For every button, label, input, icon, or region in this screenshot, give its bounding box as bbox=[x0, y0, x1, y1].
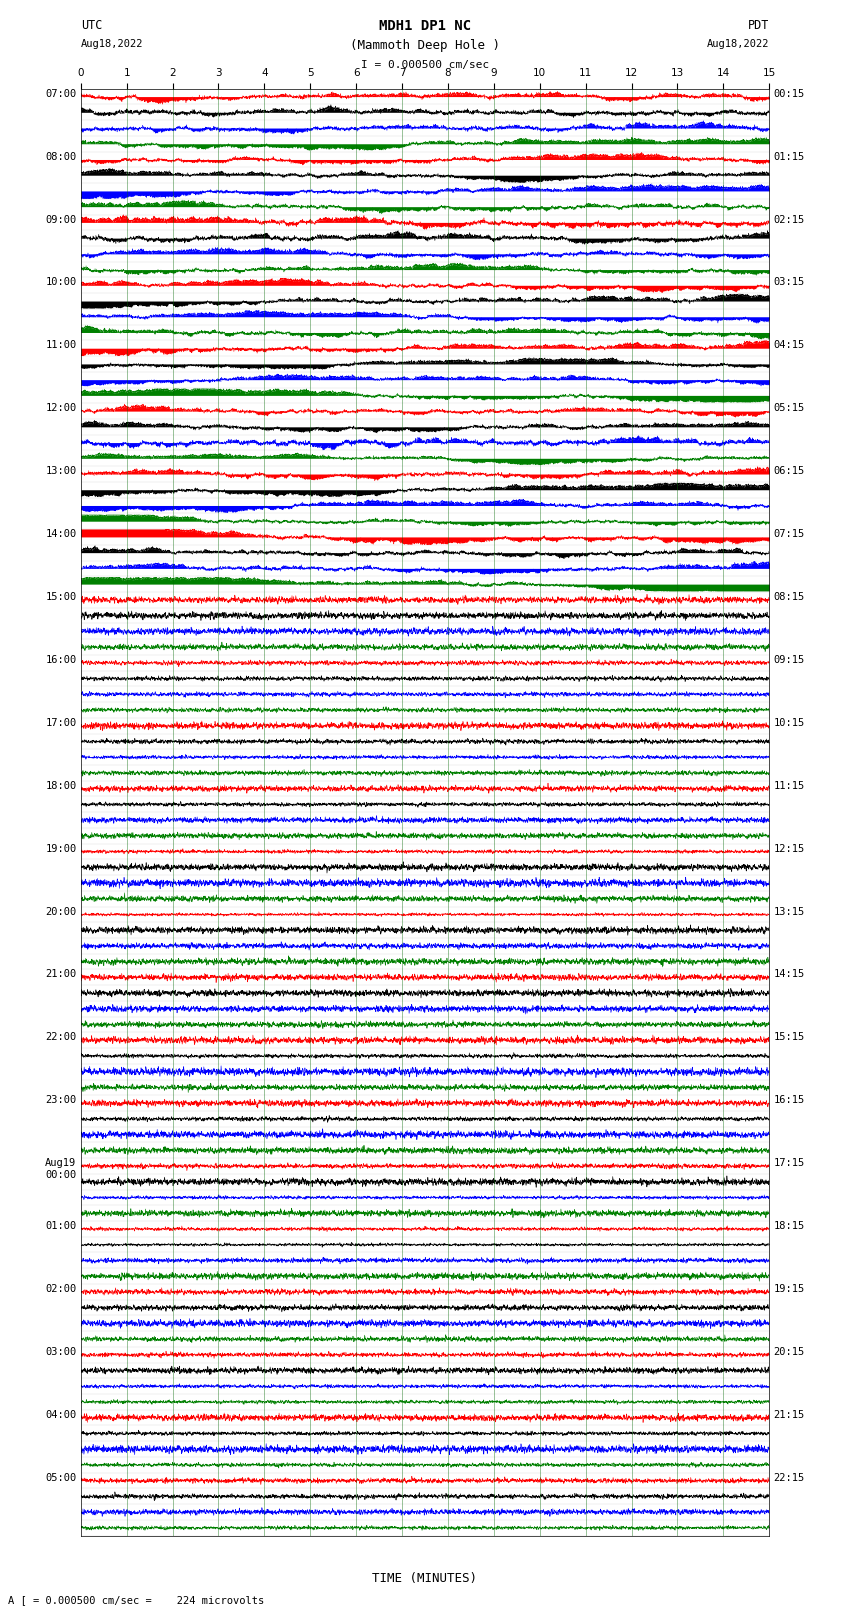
Text: 16:15: 16:15 bbox=[774, 1095, 805, 1105]
Text: 10:00: 10:00 bbox=[45, 277, 76, 287]
Text: 22:00: 22:00 bbox=[45, 1032, 76, 1042]
Text: 04:15: 04:15 bbox=[774, 340, 805, 350]
Text: Aug18,2022: Aug18,2022 bbox=[81, 39, 144, 48]
Text: 11:15: 11:15 bbox=[774, 781, 805, 790]
Text: 12:15: 12:15 bbox=[774, 844, 805, 853]
Text: 08:15: 08:15 bbox=[774, 592, 805, 602]
Text: 10:15: 10:15 bbox=[774, 718, 805, 727]
Text: 20:15: 20:15 bbox=[774, 1347, 805, 1357]
Text: 13:00: 13:00 bbox=[45, 466, 76, 476]
Text: 14:15: 14:15 bbox=[774, 969, 805, 979]
Text: 15:15: 15:15 bbox=[774, 1032, 805, 1042]
Text: 09:00: 09:00 bbox=[45, 215, 76, 224]
Text: 05:00: 05:00 bbox=[45, 1473, 76, 1482]
Text: 22:15: 22:15 bbox=[774, 1473, 805, 1482]
Text: 00:15: 00:15 bbox=[774, 89, 805, 98]
Text: 13:15: 13:15 bbox=[774, 907, 805, 916]
Text: TIME (MINUTES): TIME (MINUTES) bbox=[372, 1571, 478, 1584]
Text: 02:00: 02:00 bbox=[45, 1284, 76, 1294]
Text: 19:00: 19:00 bbox=[45, 844, 76, 853]
Text: 23:00: 23:00 bbox=[45, 1095, 76, 1105]
Text: 17:15: 17:15 bbox=[774, 1158, 805, 1168]
Text: PDT: PDT bbox=[748, 19, 769, 32]
Text: UTC: UTC bbox=[81, 19, 102, 32]
Text: 16:00: 16:00 bbox=[45, 655, 76, 665]
Text: 05:15: 05:15 bbox=[774, 403, 805, 413]
Text: 09:15: 09:15 bbox=[774, 655, 805, 665]
Text: 12:00: 12:00 bbox=[45, 403, 76, 413]
Text: Aug18,2022: Aug18,2022 bbox=[706, 39, 769, 48]
Text: 20:00: 20:00 bbox=[45, 907, 76, 916]
Text: 07:00: 07:00 bbox=[45, 89, 76, 98]
Text: 18:00: 18:00 bbox=[45, 781, 76, 790]
Text: A [ = 0.000500 cm/sec =    224 microvolts: A [ = 0.000500 cm/sec = 224 microvolts bbox=[8, 1595, 264, 1605]
Text: 19:15: 19:15 bbox=[774, 1284, 805, 1294]
Text: 06:15: 06:15 bbox=[774, 466, 805, 476]
Text: I = 0.000500 cm/sec: I = 0.000500 cm/sec bbox=[361, 60, 489, 69]
Text: 03:15: 03:15 bbox=[774, 277, 805, 287]
Text: 11:00: 11:00 bbox=[45, 340, 76, 350]
Text: 02:15: 02:15 bbox=[774, 215, 805, 224]
Text: (Mammoth Deep Hole ): (Mammoth Deep Hole ) bbox=[350, 39, 500, 52]
Text: 04:00: 04:00 bbox=[45, 1410, 76, 1419]
Text: 17:00: 17:00 bbox=[45, 718, 76, 727]
Text: Aug19
00:00: Aug19 00:00 bbox=[45, 1158, 76, 1179]
Text: 21:15: 21:15 bbox=[774, 1410, 805, 1419]
Text: 18:15: 18:15 bbox=[774, 1221, 805, 1231]
Text: 14:00: 14:00 bbox=[45, 529, 76, 539]
Text: 07:15: 07:15 bbox=[774, 529, 805, 539]
Text: 15:00: 15:00 bbox=[45, 592, 76, 602]
Text: MDH1 DP1 NC: MDH1 DP1 NC bbox=[379, 19, 471, 34]
Text: 03:00: 03:00 bbox=[45, 1347, 76, 1357]
Text: 01:15: 01:15 bbox=[774, 152, 805, 161]
Text: 21:00: 21:00 bbox=[45, 969, 76, 979]
Text: 01:00: 01:00 bbox=[45, 1221, 76, 1231]
Text: 08:00: 08:00 bbox=[45, 152, 76, 161]
